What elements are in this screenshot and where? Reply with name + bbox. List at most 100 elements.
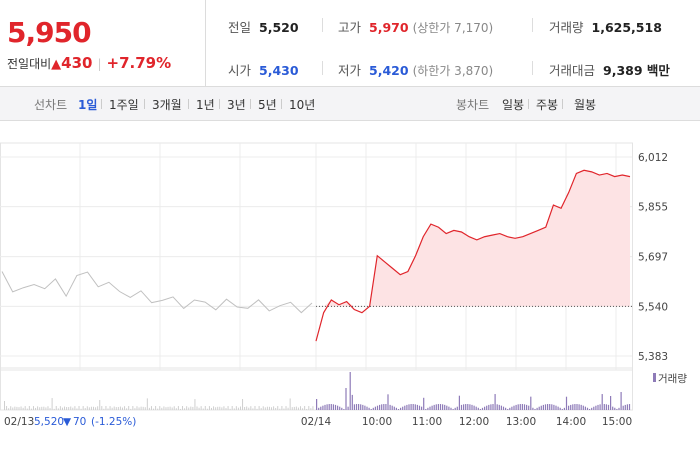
volume-bar (68, 407, 70, 410)
volume-bar (477, 407, 479, 410)
volume-bar (507, 408, 509, 410)
volume-bar (211, 407, 212, 410)
volume-bar (433, 404, 435, 410)
stat-label: 거래대금 (549, 63, 596, 78)
volume-bar (138, 407, 140, 410)
volume-bar (423, 397, 425, 410)
volume-bar (18, 407, 20, 410)
current-price: 5,950 (7, 16, 92, 49)
volume-bar (169, 406, 171, 410)
volume-bar (540, 405, 542, 410)
volume-bar (330, 404, 332, 410)
volume-bar (132, 406, 134, 410)
tab-weekly[interactable]: 주봉 (536, 98, 559, 112)
volume-bar (64, 406, 66, 410)
volume-bar (28, 406, 30, 410)
volume-bar (456, 406, 458, 410)
volume-bar (328, 404, 330, 410)
volume-bar (593, 406, 595, 410)
volume-bar (530, 396, 532, 410)
volume-bar (198, 407, 200, 410)
volume-bar (542, 404, 544, 410)
tab-1w[interactable]: 1주일 (109, 98, 139, 112)
volume-legend: 거래량 (658, 373, 687, 385)
volume-bar (557, 406, 559, 410)
volume-bar (337, 405, 339, 410)
volume-bar (130, 408, 132, 410)
down-triangle-icon: ▼ (63, 416, 72, 428)
volume-bar (148, 407, 150, 410)
volume-bar (368, 407, 370, 410)
volume-bar (24, 406, 26, 410)
volume-bar (248, 407, 250, 410)
volume-bar (186, 406, 188, 410)
volume-bar (322, 405, 324, 410)
volume-bar (626, 404, 628, 410)
volume-bar (173, 406, 175, 410)
volume-bar (381, 404, 383, 410)
volume-bar (578, 404, 580, 410)
volume-bar (458, 395, 460, 410)
volume-bar (412, 404, 414, 410)
tab-5y[interactable]: 5년 (258, 98, 277, 112)
volume-bar (254, 406, 256, 410)
tab-3y[interactable]: 3년 (227, 98, 246, 112)
volume-bar (442, 404, 444, 410)
x-tick-label: 10:00 (362, 416, 392, 428)
volume-bar (107, 408, 109, 410)
y-tick-label: 5,697 (638, 252, 668, 264)
volume-bar (144, 407, 146, 410)
volume-bar (312, 406, 314, 410)
volume-bar (119, 406, 121, 410)
volume-bar (421, 406, 423, 410)
volume-bar (446, 405, 448, 410)
volume-bar (103, 408, 105, 410)
volume-bar (622, 405, 624, 410)
volume-bar (262, 406, 264, 410)
volume-bar (372, 407, 374, 410)
stat-divider (322, 61, 323, 75)
x-tick-label: 14:00 (556, 416, 586, 428)
volume-bar (55, 406, 57, 410)
volume-bar (293, 406, 295, 410)
stat-value: 5,970 (369, 20, 409, 35)
volume-bar (179, 408, 181, 410)
volume-bar (283, 408, 285, 410)
volume-bar (484, 406, 486, 410)
volume-bar (376, 405, 379, 410)
volume-bar (515, 404, 517, 410)
volume-bar (374, 406, 376, 410)
tab-monthly[interactable]: 월봉 (574, 98, 597, 112)
y-tick-label: 5,540 (638, 301, 668, 313)
volume-bar (53, 408, 55, 410)
tab-1d[interactable]: 1일 (78, 98, 98, 112)
volume-bar (268, 406, 270, 410)
volume-bar (146, 398, 148, 410)
volume-bar (536, 407, 538, 410)
tab-10y[interactable]: 10년 (289, 98, 316, 112)
prev-day-date: 02/13 (4, 416, 34, 428)
volume-bar (393, 406, 395, 410)
volume-bar (383, 404, 385, 410)
tab-1y[interactable]: 1년 (196, 98, 215, 112)
stat-value: 1,625,518 (591, 20, 662, 35)
volume-bar (469, 404, 471, 410)
volume-bar (523, 404, 526, 410)
volume-bar (463, 404, 465, 410)
volume-bar (316, 399, 318, 410)
volume-bar (444, 404, 446, 410)
volume-bar (310, 408, 312, 410)
volume-bar (136, 406, 138, 410)
volume-bar (12, 407, 14, 410)
volume-bar (437, 404, 439, 410)
tab-daily[interactable]: 일봉 (502, 98, 525, 112)
volume-bar (165, 407, 167, 410)
volume-bar (448, 406, 450, 410)
volume-bar (78, 406, 80, 410)
volume-bar (213, 406, 215, 410)
tab-3m[interactable]: 3개월 (152, 98, 182, 112)
volume-bar (279, 408, 281, 410)
volume-bar (115, 407, 117, 410)
volume-bar (150, 406, 152, 410)
